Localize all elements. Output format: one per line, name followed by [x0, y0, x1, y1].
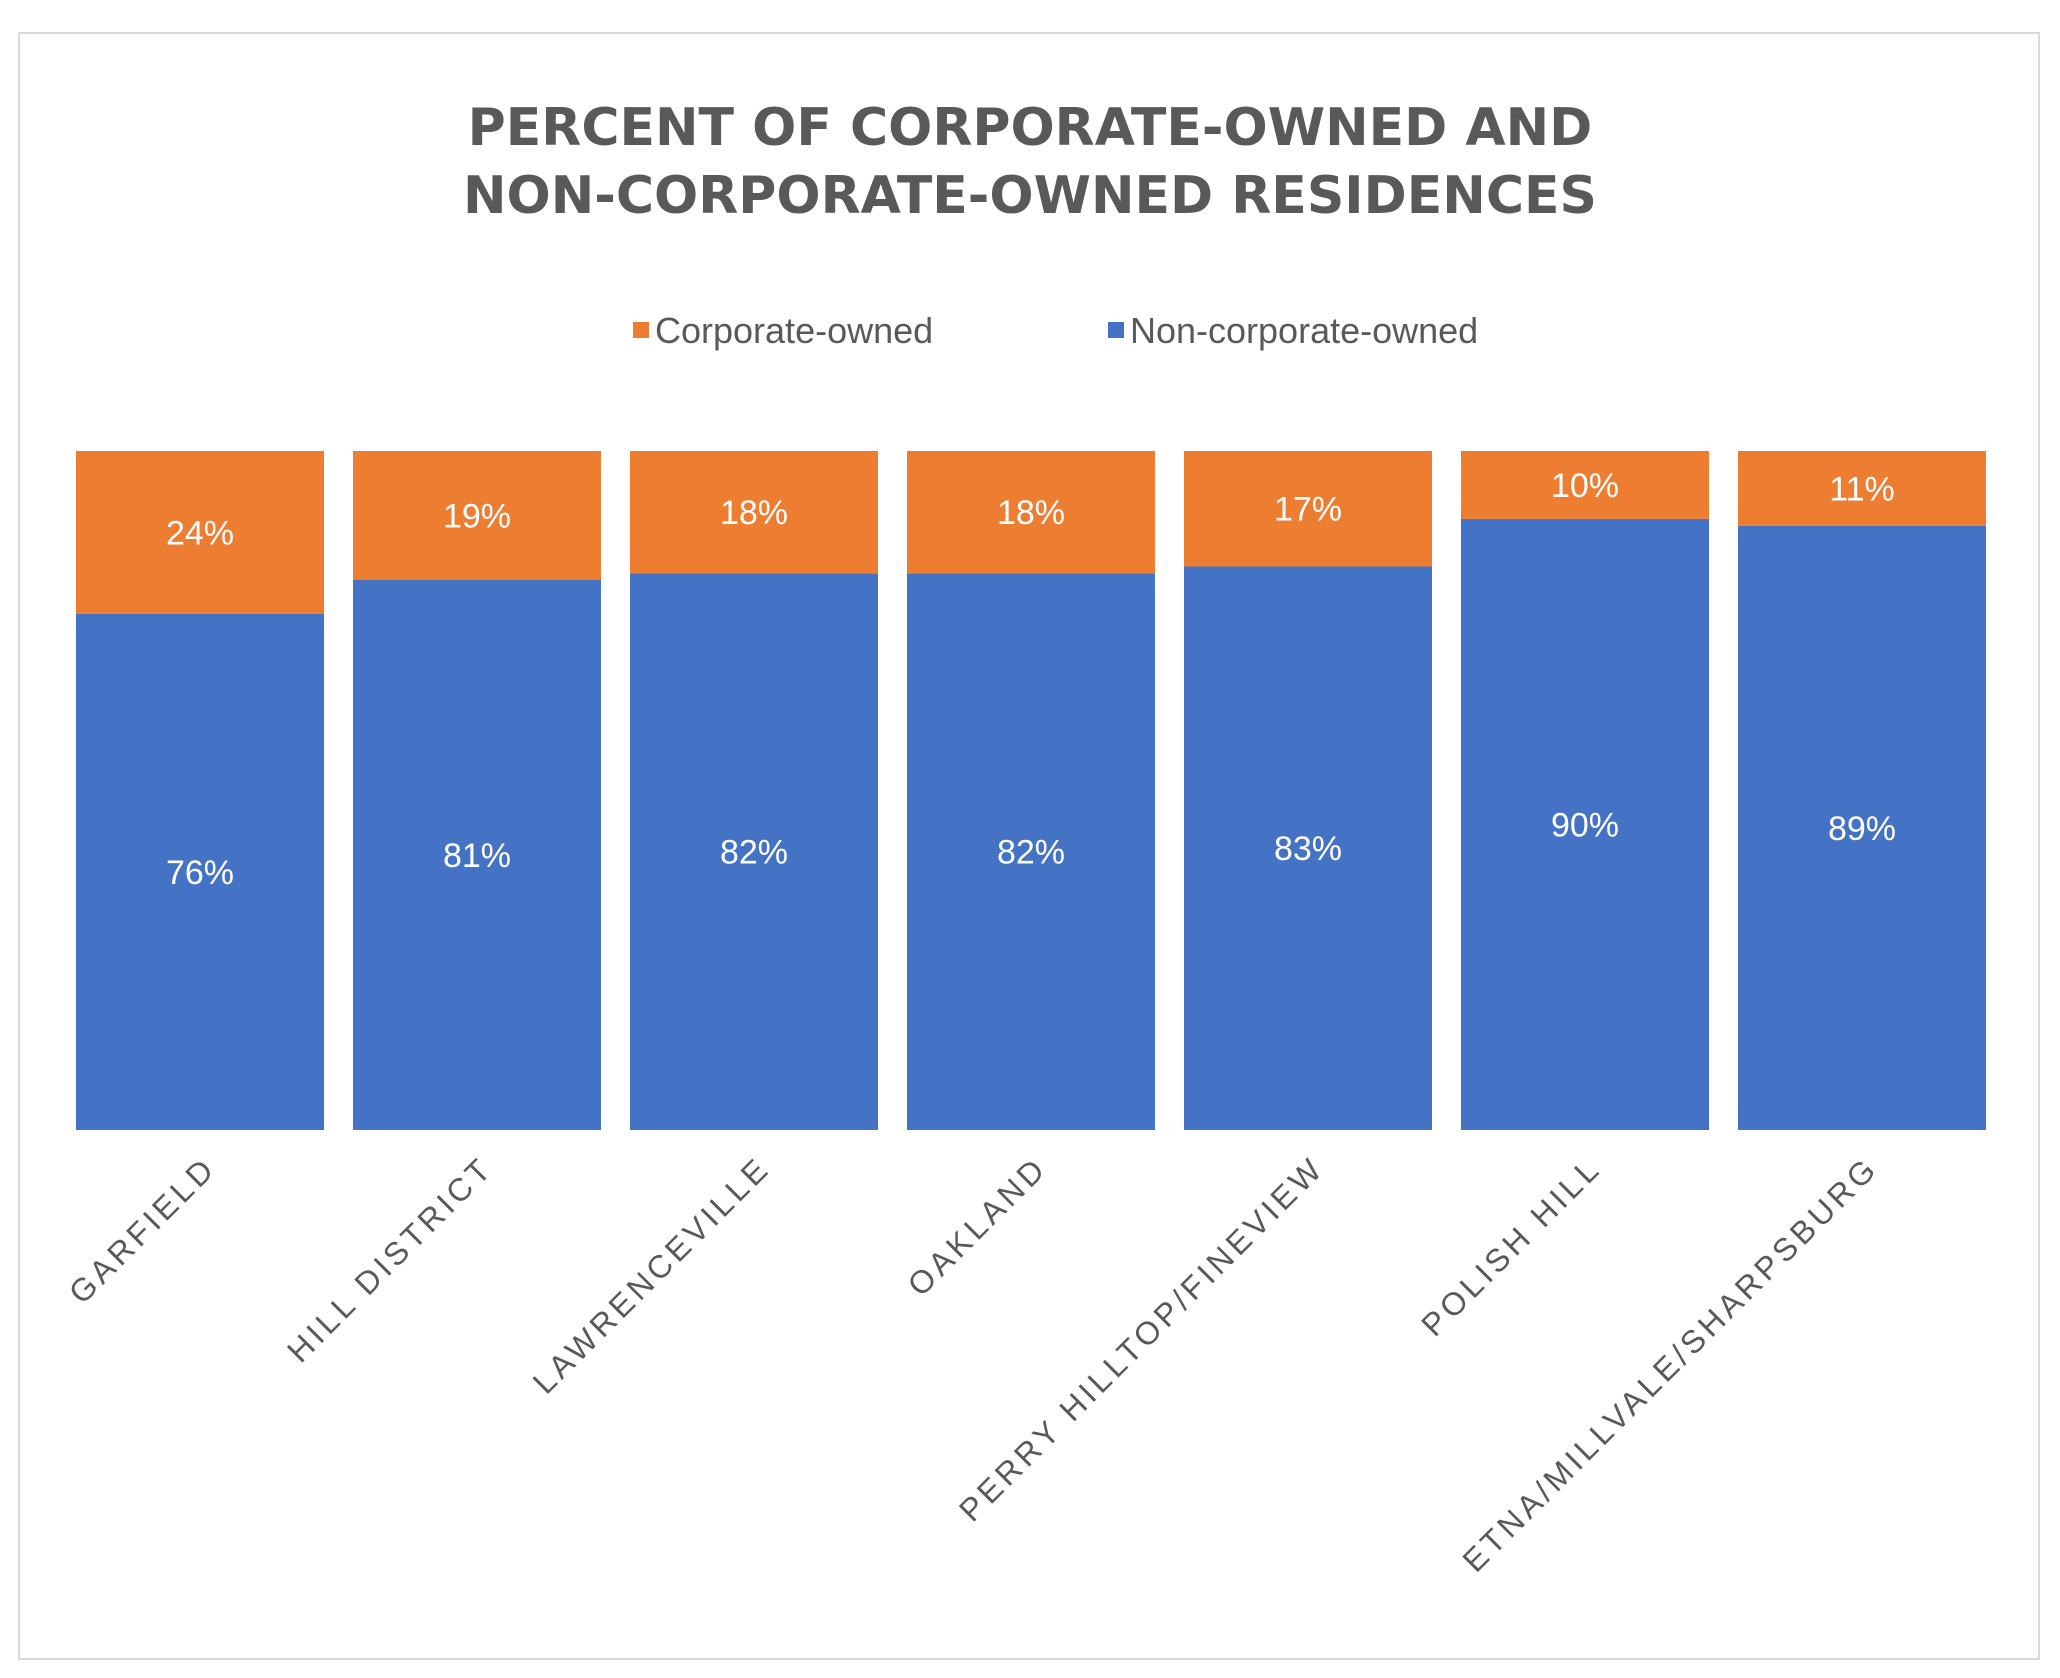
data-label-corporate-owned-polish-hill: 10% [1551, 467, 1619, 505]
data-label-non-corporate-owned-garfield: 76% [166, 854, 234, 892]
chart-title-line-1: PERCENT OF CORPORATE-OWNED AND [468, 98, 1593, 158]
bar-non-corporate-owned-lawrenceville [630, 573, 878, 1130]
data-label-corporate-owned-oakland: 18% [997, 494, 1065, 532]
bar-corporate-owned-polish-hill [1461, 451, 1709, 519]
data-label-corporate-owned-etna-millvale-sharpsburg: 11% [1829, 470, 1895, 508]
bar-corporate-owned-oakland [907, 451, 1155, 574]
x-tick-label-polish-hill: POLISH HILL [1414, 1149, 1608, 1343]
x-tick-label-lawrenceville: LAWRENCEVILLE [526, 1149, 777, 1400]
data-label-corporate-owned-garfield: 24% [166, 514, 234, 552]
data-label-corporate-owned-perry-hilltop-fineview: 17% [1274, 491, 1342, 529]
bar-non-corporate-owned-garfield [76, 613, 324, 1130]
legend-swatch-non-corporate [1108, 322, 1124, 338]
legend-swatch-corporate [633, 322, 649, 338]
bar-corporate-owned-garfield [76, 451, 324, 614]
data-label-non-corporate-owned-hill-district: 81% [443, 837, 511, 875]
bars-group: 76% 24% 81% 19% 82% 18% 82% 18% 83% 17% 90% 10% 89% 1… [76, 451, 1986, 1130]
bar-non-corporate-owned-hill-district [353, 580, 601, 1130]
x-axis-labels: GARFIELD HILL DISTRICT LAWRENCEVILLE OAKLAN… [62, 1149, 1885, 1578]
x-tick-label-garfield: GARFIELD [62, 1149, 223, 1310]
bar-corporate-owned-perry-hilltop-fineview [1184, 451, 1432, 567]
data-label-non-corporate-owned-perry-hilltop-fineview: 83% [1274, 830, 1342, 868]
bar-non-corporate-owned-etna-millvale-sharpsburg [1738, 525, 1986, 1130]
data-label-non-corporate-owned-lawrenceville: 82% [720, 834, 788, 872]
legend-label-non-corporate: Non-corporate-owned [1130, 310, 1478, 351]
bar-corporate-owned-etna-millvale-sharpsburg [1738, 451, 1986, 526]
data-label-corporate-owned-hill-district: 19% [443, 498, 511, 536]
data-label-non-corporate-owned-oakland: 82% [997, 834, 1065, 872]
chart-title-line-2: NON-CORPORATE-OWNED RESIDENCES [463, 166, 1597, 226]
bar-non-corporate-owned-oakland [907, 573, 1155, 1130]
x-tick-label-oakland: OAKLAND [901, 1149, 1054, 1302]
legend: Corporate-owned Non-corporate-owned [633, 310, 1478, 351]
bar-non-corporate-owned-polish-hill [1461, 518, 1709, 1130]
x-tick-label-hill-district: HILL DISTRICT [280, 1149, 500, 1369]
bar-non-corporate-owned-perry-hilltop-fineview [1184, 566, 1432, 1130]
data-label-non-corporate-owned-polish-hill: 90% [1551, 806, 1619, 844]
data-label-non-corporate-owned-etna-millvale-sharpsburg: 89% [1828, 810, 1896, 848]
bar-corporate-owned-hill-district [353, 451, 601, 581]
data-label-corporate-owned-lawrenceville: 18% [720, 494, 788, 532]
bar-corporate-owned-lawrenceville [630, 451, 878, 574]
legend-label-corporate: Corporate-owned [655, 310, 933, 351]
